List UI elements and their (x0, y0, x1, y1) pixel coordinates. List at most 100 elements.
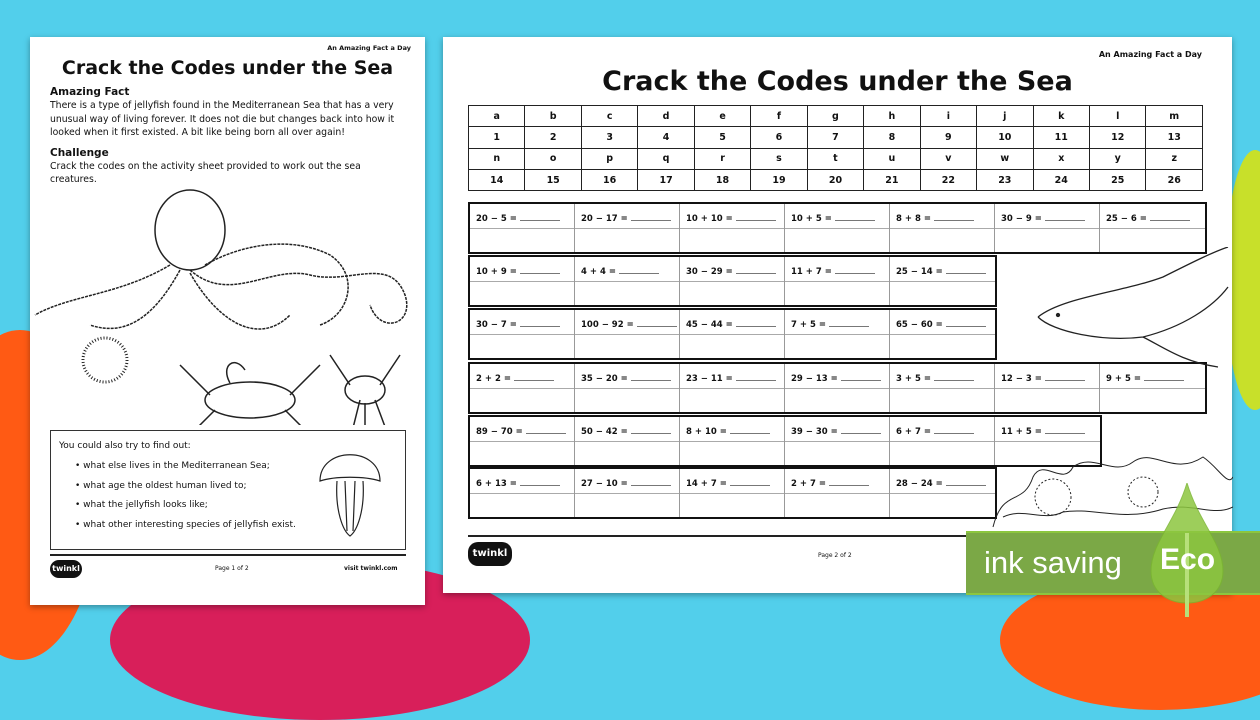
equation-cell[interactable]: 30 − 29 = (680, 257, 785, 305)
equation-cell[interactable]: 65 − 60 = (890, 310, 995, 358)
equation-cell[interactable]: 27 − 10 = (575, 469, 680, 517)
equation-row: 10 + 9 = 4 + 4 = 30 − 29 = 11 + 7 = 25 − 14 … (468, 255, 997, 307)
code-letter: u (863, 147, 921, 170)
equation-cell[interactable]: 8 + 10 = (680, 417, 785, 465)
answer-line[interactable] (525, 433, 566, 434)
equation-cell[interactable]: 4 + 4 = (575, 257, 680, 305)
answer-line[interactable] (1044, 220, 1085, 221)
cell-divider (785, 281, 889, 282)
answer-line[interactable] (834, 220, 875, 221)
eco-label: Eco (1160, 543, 1216, 576)
equation-cell[interactable]: 12 − 3 = (995, 364, 1100, 412)
equation-cell[interactable]: 89 − 70 = (470, 417, 575, 465)
equation-cell[interactable]: 30 − 9 = (995, 204, 1100, 252)
equation-text: 45 − 44 = (686, 320, 776, 330)
jellyfish-icon (319, 454, 381, 537)
equation-cell[interactable]: 7 + 5 = (785, 310, 890, 358)
answer-line[interactable] (735, 220, 776, 221)
equation-cell[interactable]: 25 − 14 = (890, 257, 995, 305)
code-number: 2 (524, 126, 582, 149)
equation: 25 − 14 = (896, 267, 943, 277)
equation-text: 6 + 7 = (896, 427, 974, 437)
answer-line[interactable] (945, 273, 986, 274)
answer-line[interactable] (735, 273, 776, 274)
code-letter: b (524, 104, 582, 128)
answer-line[interactable] (636, 326, 677, 327)
code-number: 19 (750, 168, 808, 192)
equation-cell[interactable]: 30 − 7 = (470, 310, 575, 358)
answer-line[interactable] (933, 220, 974, 221)
equation-cell[interactable]: 39 − 30 = (785, 417, 890, 465)
answer-line[interactable] (933, 380, 974, 381)
code-number: 24 (1032, 168, 1090, 192)
equation-cell[interactable]: 9 + 5 = (1100, 364, 1205, 412)
answer-line[interactable] (729, 485, 770, 486)
equation-cell[interactable]: 10 + 10 = (680, 204, 785, 252)
code-number: 9 (919, 126, 978, 149)
equation-cell[interactable]: 2 + 2 = (470, 364, 575, 412)
equation-text: 27 − 10 = (581, 479, 671, 489)
answer-line[interactable] (630, 485, 671, 486)
code-letter: v (919, 147, 978, 170)
equation-cell[interactable]: 14 + 7 = (680, 469, 785, 517)
answer-line[interactable] (630, 433, 671, 434)
answer-line[interactable] (840, 433, 881, 434)
answer-line[interactable] (1044, 380, 1085, 381)
answer-line[interactable] (828, 326, 869, 327)
answer-line[interactable] (519, 326, 560, 327)
equation-cell[interactable]: 35 − 20 = (575, 364, 680, 412)
equation-cell[interactable]: 10 + 9 = (470, 257, 575, 305)
equation-cell[interactable]: 2 + 7 = (785, 469, 890, 517)
equation-cell[interactable]: 29 − 13 = (785, 364, 890, 412)
equation-text: 100 − 92 = (581, 320, 677, 330)
equation: 30 − 7 = (476, 320, 517, 330)
answer-line[interactable] (945, 485, 986, 486)
code-letter: f (750, 104, 808, 128)
equation-cell[interactable]: 23 − 11 = (680, 364, 785, 412)
equation-text: 3 + 5 = (896, 374, 974, 384)
answer-line[interactable] (618, 273, 659, 274)
answer-line[interactable] (519, 485, 560, 486)
equation-cell[interactable]: 45 − 44 = (680, 310, 785, 358)
equation-cell[interactable]: 25 − 6 = (1100, 204, 1205, 252)
equation-cell[interactable]: 3 + 5 = (890, 364, 995, 412)
cell-divider (470, 281, 574, 282)
cell-divider (785, 228, 889, 229)
equation: 100 − 92 = (581, 320, 634, 330)
answer-line[interactable] (735, 326, 776, 327)
answer-line[interactable] (729, 433, 770, 434)
answer-line[interactable] (1143, 380, 1184, 381)
site-link[interactable]: visit twinkl.com (344, 565, 398, 572)
equation-text: 11 + 7 = (791, 267, 875, 277)
answer-line[interactable] (945, 326, 986, 327)
answer-line[interactable] (840, 380, 881, 381)
equation-cell[interactable]: 6 + 13 = (470, 469, 575, 517)
answer-line[interactable] (630, 380, 671, 381)
equation-cell[interactable]: 20 − 5 = (470, 204, 575, 252)
equation-cell[interactable]: 11 + 7 = (785, 257, 890, 305)
box-item: what the jellyfish looks like; (75, 496, 397, 516)
answer-line[interactable] (1044, 433, 1085, 434)
answer-line[interactable] (519, 220, 560, 221)
answer-line[interactable] (630, 220, 671, 221)
answer-line[interactable] (828, 485, 869, 486)
answer-line[interactable] (1149, 220, 1190, 221)
code-number: 11 (1032, 126, 1090, 149)
equation-cell[interactable]: 20 − 17 = (575, 204, 680, 252)
equation-cell[interactable]: 50 − 42 = (575, 417, 680, 465)
answer-line[interactable] (834, 273, 875, 274)
equation-cell[interactable]: 8 + 8 = (890, 204, 995, 252)
equation: 10 + 9 = (476, 267, 517, 277)
answer-line[interactable] (735, 380, 776, 381)
answer-line[interactable] (519, 273, 560, 274)
equation-cell[interactable]: 28 − 24 = (890, 469, 995, 517)
equation-cell[interactable]: 100 − 92 = (575, 310, 680, 358)
cell-divider (470, 493, 574, 494)
equation-cell[interactable]: 6 + 7 = (890, 417, 995, 465)
equation-cell[interactable]: 10 + 5 = (785, 204, 890, 252)
answer-line[interactable] (513, 380, 554, 381)
answer-line[interactable] (933, 433, 974, 434)
equation-cell[interactable]: 11 + 5 = (995, 417, 1100, 465)
